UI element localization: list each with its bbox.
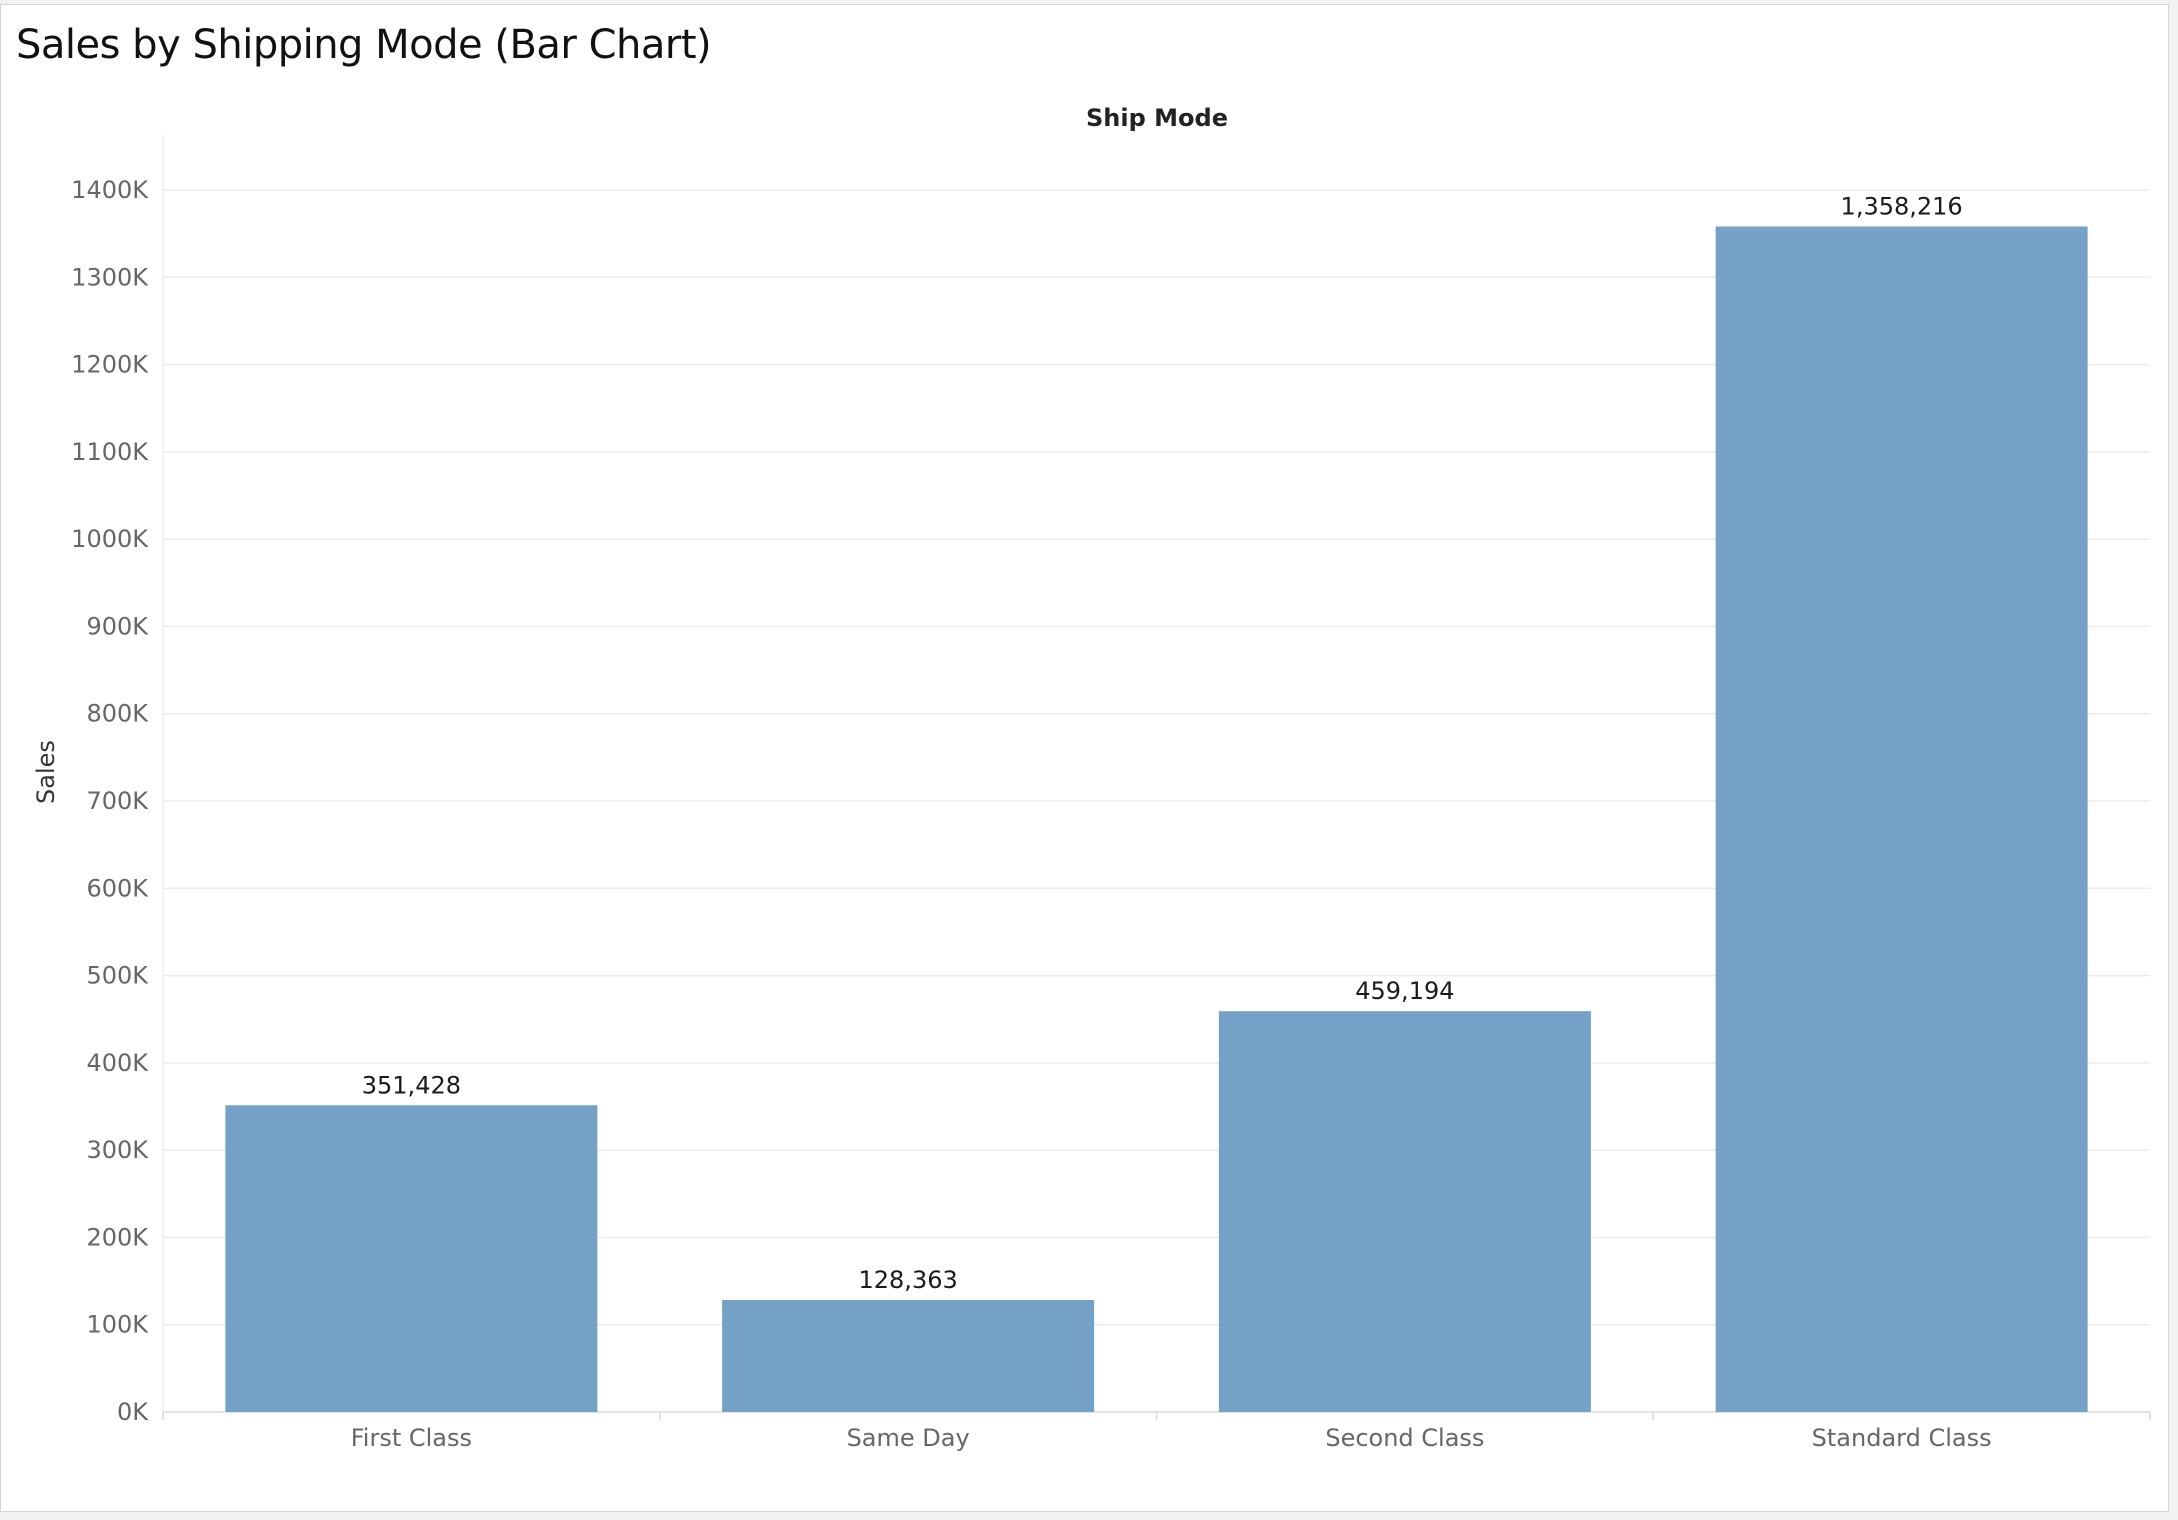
data-label: 1,358,216 bbox=[1841, 192, 1963, 220]
y-tick-label: 500K bbox=[86, 962, 149, 990]
y-tick-label: 1000K bbox=[71, 525, 149, 553]
data-label: 351,428 bbox=[362, 1071, 461, 1099]
y-tick-label: 900K bbox=[86, 612, 149, 640]
labels: 0K 100K 200K 300K 400K 500K 600K 700K 800K 900K 10… bbox=[71, 176, 1991, 1452]
bar[interactable] bbox=[1715, 226, 2088, 1413]
x-tick-label: Same Day bbox=[847, 1424, 970, 1452]
bar[interactable] bbox=[722, 1299, 1095, 1412]
x-tick-label: Standard Class bbox=[1812, 1424, 1992, 1452]
bar[interactable] bbox=[225, 1105, 598, 1412]
bar[interactable] bbox=[1218, 1011, 1591, 1412]
x-tick-label: Second Class bbox=[1325, 1424, 1484, 1452]
y-tick-label: 1400K bbox=[71, 176, 149, 204]
y-tick-label: 300K bbox=[86, 1136, 149, 1164]
x-tick-label: First Class bbox=[351, 1424, 472, 1452]
y-tick-label: 1300K bbox=[71, 263, 149, 291]
y-axis-title: Sales bbox=[32, 740, 60, 804]
y-tick-label: 100K bbox=[86, 1311, 149, 1339]
y-tick-label: 600K bbox=[86, 874, 149, 902]
y-tick-label: 1100K bbox=[71, 438, 149, 466]
y-tick-label: 700K bbox=[86, 787, 149, 815]
chart-title: Sales by Shipping Mode (Bar Chart) bbox=[16, 22, 712, 68]
y-tick-label: 200K bbox=[86, 1223, 149, 1251]
data-label: 128,363 bbox=[859, 1266, 958, 1294]
bars bbox=[225, 226, 2088, 1413]
y-tick-label: 400K bbox=[86, 1049, 149, 1077]
y-tick-label: 800K bbox=[86, 700, 149, 728]
y-tick-label: 1200K bbox=[71, 351, 149, 379]
data-label: 459,194 bbox=[1355, 977, 1454, 1005]
column-header: Ship Mode bbox=[1086, 104, 1228, 132]
y-tick-label: 0K bbox=[117, 1398, 149, 1426]
